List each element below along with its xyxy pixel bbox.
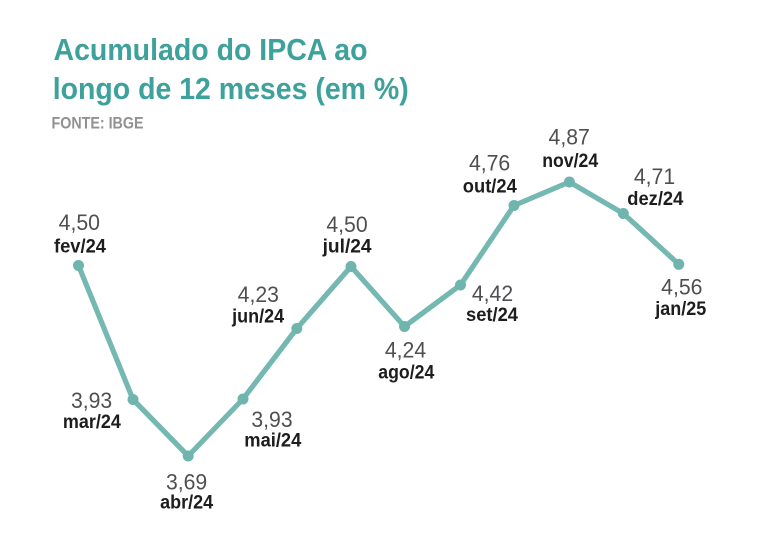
svg-text:dez/24: dez/24 [627, 189, 683, 210]
svg-text:4,23: 4,23 [238, 282, 279, 307]
svg-text:4,71: 4,71 [634, 164, 675, 189]
svg-text:abr/24: abr/24 [160, 493, 213, 514]
svg-text:jul/24: jul/24 [322, 236, 372, 257]
svg-text:4,42: 4,42 [472, 281, 513, 306]
svg-text:mar/24: mar/24 [63, 412, 121, 433]
svg-text:3,69: 3,69 [166, 469, 207, 494]
svg-text:set/24: set/24 [466, 305, 518, 326]
svg-text:fev/24: fev/24 [54, 236, 106, 257]
svg-text:mai/24: mai/24 [244, 431, 301, 452]
svg-text:3,93: 3,93 [71, 388, 112, 413]
svg-text:jun/24: jun/24 [231, 306, 284, 327]
svg-text:ago/24: ago/24 [378, 362, 434, 383]
svg-text:4,87: 4,87 [549, 124, 590, 149]
svg-text:FONTE: IBGE: FONTE: IBGE [52, 115, 144, 133]
svg-text:4,24: 4,24 [385, 338, 426, 363]
svg-text:4,50: 4,50 [326, 212, 367, 237]
svg-text:4,56: 4,56 [661, 275, 702, 300]
svg-text:3,93: 3,93 [251, 407, 292, 432]
svg-text:4,50: 4,50 [59, 210, 100, 235]
svg-text:4,76: 4,76 [469, 151, 510, 176]
svg-text:jan/25: jan/25 [654, 299, 706, 320]
svg-text:Acumulado do IPCA ao: Acumulado do IPCA ao [54, 33, 368, 67]
svg-text:longo de 12 meses (em %): longo de 12 meses (em %) [53, 72, 409, 106]
svg-text:out/24: out/24 [463, 176, 517, 197]
svg-text:nov/24: nov/24 [542, 151, 598, 172]
